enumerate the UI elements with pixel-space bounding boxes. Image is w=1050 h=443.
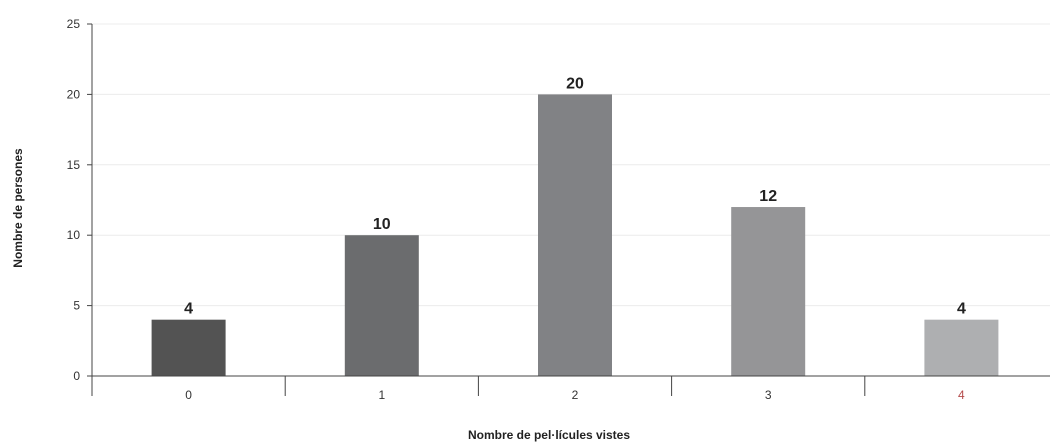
x-tick-label: 0 <box>185 388 192 402</box>
data-label: 4 <box>184 301 193 318</box>
y-tick-label: 15 <box>67 158 81 172</box>
y-tick-label: 0 <box>73 369 80 383</box>
data-label: 10 <box>373 216 391 233</box>
y-tick-label: 5 <box>73 299 80 313</box>
y-tick-label: 20 <box>67 87 81 101</box>
data-label: 12 <box>759 188 777 205</box>
bar <box>731 207 806 376</box>
bar <box>538 94 612 377</box>
y-axis-title: Nombre de persones <box>11 148 25 268</box>
data-labels: 4 10 20 12 4 <box>184 75 966 317</box>
bar <box>151 319 226 376</box>
y-tick-label: 10 <box>67 228 81 242</box>
x-axis-title: Nombre de pel·lícules vistes <box>468 428 630 442</box>
y-tick-label: 25 <box>67 17 81 31</box>
data-label: 20 <box>566 75 584 92</box>
data-label: 4 <box>957 301 966 318</box>
x-tick-label: 3 <box>765 388 772 402</box>
bar <box>924 319 999 376</box>
bars <box>151 94 999 377</box>
bar <box>344 235 419 376</box>
x-tick-label: 2 <box>572 388 579 402</box>
x-tick-label: 1 <box>378 388 385 402</box>
x-tick-label: 4 <box>958 388 965 402</box>
